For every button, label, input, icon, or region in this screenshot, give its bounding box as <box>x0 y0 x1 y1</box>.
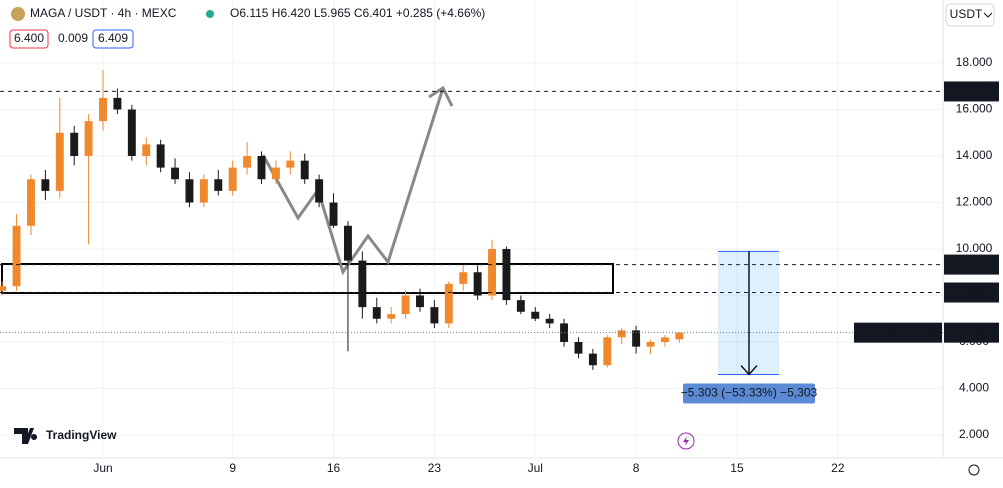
x-tick-label: 22 <box>831 461 845 475</box>
candle-body <box>675 332 684 340</box>
currency-button[interactable] <box>945 3 995 27</box>
candle-body <box>127 109 136 156</box>
y-tick-label: 12.000 <box>956 195 993 209</box>
candle-body <box>516 300 525 312</box>
candle-body <box>401 295 410 315</box>
last-price-name-box <box>854 322 942 343</box>
candle-body <box>488 248 496 296</box>
candle-body <box>185 179 194 203</box>
candle-body <box>459 272 468 284</box>
level-label-box <box>944 254 999 275</box>
candle-body <box>329 202 338 226</box>
symbol-icon <box>11 7 25 21</box>
candle-body <box>444 283 453 324</box>
candle-body <box>171 167 180 180</box>
dropdown-icon <box>983 12 993 18</box>
candle-body <box>545 318 554 324</box>
candle-body <box>387 314 396 319</box>
candle-body <box>646 341 655 347</box>
arrow-head <box>428 85 454 107</box>
x-tick-label: 23 <box>428 461 442 475</box>
bid: 6.400 <box>14 31 44 45</box>
candle-body <box>156 144 165 168</box>
level-label: 8.128 <box>956 285 986 299</box>
last-price-value: 6.401 <box>956 325 986 339</box>
candle-body <box>603 337 612 366</box>
x-tick-label: 15 <box>730 461 744 475</box>
candle-body <box>70 132 79 156</box>
y-tick-label: 16.000 <box>956 102 993 116</box>
x-tick-label: 8 <box>633 461 640 475</box>
y-tick-label: 10.000 <box>956 241 993 255</box>
currency: USDT <box>950 7 983 21</box>
level-label-box <box>944 81 999 102</box>
candle-body <box>243 155 252 168</box>
candle-body <box>416 295 424 308</box>
candle-body <box>502 248 511 301</box>
candle-body <box>531 311 540 319</box>
level-label-box <box>944 282 999 303</box>
path-arrow <box>261 87 445 276</box>
candle-body <box>300 160 309 180</box>
candle-body <box>214 179 223 191</box>
candle-body <box>271 167 280 180</box>
bid-box[interactable] <box>9 29 49 49</box>
y-tick-label: 14.000 <box>956 148 993 162</box>
candle-body <box>343 225 352 261</box>
candle-body <box>588 353 597 366</box>
logo: TradingView <box>46 428 117 442</box>
candle-body <box>617 330 626 338</box>
level-label: 16.777 <box>953 84 990 98</box>
measure-label: −5.303 (−53.33%) −5,303 <box>681 386 818 400</box>
x-tick-label: 16 <box>327 461 341 475</box>
y-tick-label: 2.000 <box>959 427 989 441</box>
candle-body <box>113 97 122 110</box>
candle-body <box>142 144 151 156</box>
measure-label-box <box>683 383 815 404</box>
measure-arrow-head <box>740 365 758 376</box>
candle-body <box>430 307 439 324</box>
candle-body <box>574 341 583 354</box>
logo-icon <box>14 428 38 444</box>
last-price-name: TRUMPUSDT <box>860 325 936 339</box>
ask: 6.409 <box>98 31 128 45</box>
candle-body <box>99 97 107 122</box>
x-tick-label: 9 <box>229 461 236 475</box>
candle-body <box>55 132 64 191</box>
candle-body <box>257 155 266 180</box>
candle-body <box>84 121 93 156</box>
y-tick-label: 4.000 <box>959 381 989 395</box>
x-tick-label: Jul <box>528 461 543 475</box>
level-label: 9.329 <box>956 257 986 271</box>
alert-icon[interactable] <box>677 432 695 450</box>
settings-icon[interactable] <box>968 464 980 476</box>
last-price-box <box>944 322 999 343</box>
candle-body <box>632 330 641 347</box>
candle-body <box>228 167 237 191</box>
candle-body <box>199 179 208 203</box>
candle-body <box>660 337 669 342</box>
x-tick-label: Jun <box>93 461 112 475</box>
status-dot <box>206 10 214 18</box>
ask-box[interactable] <box>92 29 134 49</box>
spread: 0.009 <box>58 31 88 45</box>
candle-body <box>286 160 295 168</box>
candle-body <box>27 179 35 226</box>
candle-body <box>315 179 324 203</box>
candle-body <box>358 260 367 308</box>
bolt <box>683 436 689 446</box>
ohlc: O6.115 H6.420 L5.965 C6.401 +0.285 (+4.6… <box>230 6 485 20</box>
candle-body <box>41 179 50 191</box>
candle-body <box>12 225 21 287</box>
y-tick-label: 18.000 <box>956 55 993 69</box>
chart-title: MAGA / USDT · 4h · MEXC <box>30 6 177 20</box>
candle-body <box>0 286 7 291</box>
candle-body <box>372 307 381 319</box>
candle-body <box>473 272 482 296</box>
